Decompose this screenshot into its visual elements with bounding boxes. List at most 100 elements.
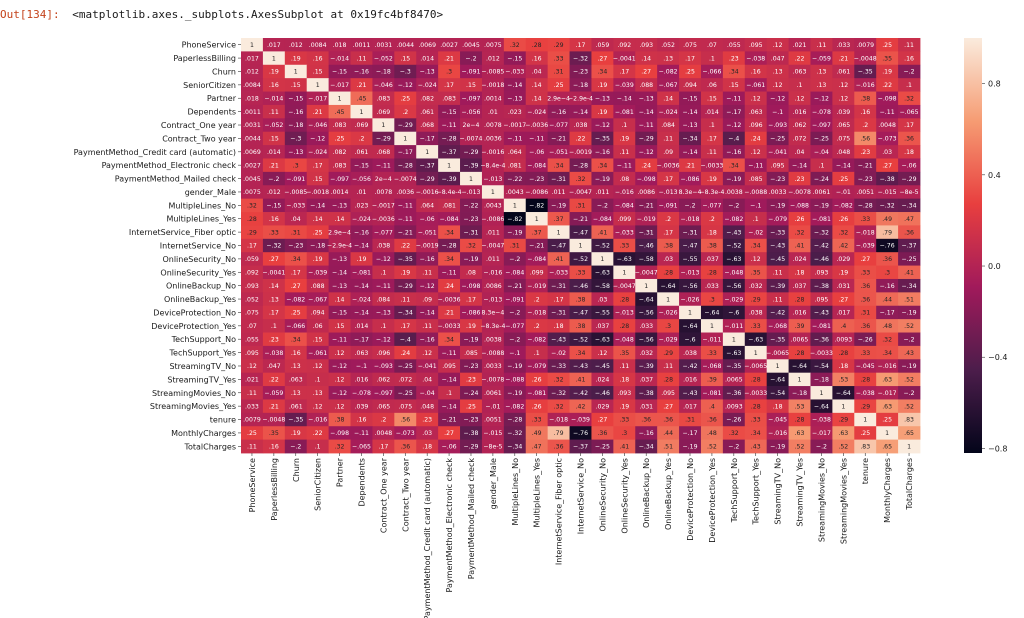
heatmap-cell: [679, 78, 702, 92]
cell-annotation: −.34: [683, 136, 698, 143]
heatmap-cell: [438, 412, 461, 427]
cell-annotation: −.52: [573, 256, 588, 263]
heatmap-cell: [591, 145, 614, 159]
heatmap-cell: [876, 412, 899, 427]
heatmap-cell: [898, 185, 921, 200]
cell-annotation: −.64: [792, 363, 807, 370]
heatmap-cell: [460, 345, 483, 360]
cell-annotation: .048: [420, 403, 434, 410]
cell-annotation: .033: [245, 403, 259, 410]
cell-annotation: .065: [376, 403, 390, 410]
cell-annotation: −.038: [264, 350, 283, 357]
row-label: PaymentMethod_Electronic check: [102, 161, 237, 170]
heatmap-cell: [832, 64, 855, 79]
heatmap-cell: [832, 252, 855, 266]
cell-annotation: −.29: [463, 149, 478, 156]
cell-annotation: .052: [245, 296, 259, 303]
row-label: MonthlyCharges: [171, 429, 236, 438]
row-label: DeviceProtection_Yes: [151, 322, 236, 331]
heatmap-cell: [591, 51, 614, 66]
row-label: InternetService_Fiber optic: [129, 228, 236, 237]
heatmap-cell: [416, 51, 439, 66]
cell-annotation: .27: [597, 55, 607, 62]
heatmap-cell: [372, 332, 395, 347]
heatmap-cell: [744, 78, 768, 92]
heatmap-cell: [416, 91, 439, 106]
heatmap-cell: [876, 158, 899, 173]
cell-annotation: .075: [836, 136, 850, 143]
cell-annotation: .055: [727, 42, 741, 49]
cell-annotation: .0065: [791, 336, 809, 343]
cell-annotation: −.01: [485, 403, 500, 410]
cell-annotation: .011: [596, 189, 610, 196]
cell-annotation: −8e-5: [899, 189, 918, 196]
heatmap-cell: [481, 372, 505, 387]
heatmap-cell: [547, 51, 570, 66]
cell-annotation: .085: [749, 176, 763, 183]
heatmap-cell: [744, 345, 768, 360]
heatmap-cell: [306, 212, 330, 226]
heatmap-cell: [635, 185, 658, 200]
heatmap-cell: [657, 104, 680, 119]
cell-annotation: .038: [683, 350, 697, 357]
cell-annotation: .17: [663, 229, 673, 236]
heatmap-cell: [350, 332, 373, 347]
heatmap-cell: [766, 145, 789, 159]
heatmap-cell: [700, 78, 724, 92]
cell-annotation: .36: [597, 430, 607, 437]
cell-annotation: −.11: [442, 269, 457, 276]
cell-annotation: −.28: [442, 243, 457, 250]
cell-annotation: −.23: [858, 176, 873, 183]
cell-annotation: −.081: [527, 390, 546, 397]
heatmap-cell: [525, 212, 549, 226]
heatmap-cell: [810, 38, 833, 52]
heatmap-cell: [766, 225, 789, 240]
heatmap-cell: [898, 118, 921, 133]
heatmap-cell: [832, 198, 855, 213]
cell-annotation: −.06: [420, 216, 435, 223]
heatmap-cell: [503, 78, 527, 92]
heatmap-cell: [898, 225, 921, 240]
heatmap-cell: [569, 278, 592, 293]
heatmap-cell: [898, 238, 921, 253]
cell-annotation: −.059: [812, 55, 831, 62]
cell-annotation: 2.9e−4: [547, 95, 570, 102]
heatmap-cell: [679, 386, 702, 400]
heatmap-cell: [350, 225, 373, 240]
cell-annotation: −.47: [551, 243, 566, 250]
cell-annotation: −.12: [420, 283, 435, 290]
heatmap-cell: [613, 332, 636, 347]
cell-annotation: −.19: [902, 310, 917, 317]
heatmap-cell: [503, 185, 527, 200]
cell-annotation: .021: [793, 42, 807, 49]
cell-annotation: .33: [619, 417, 629, 424]
heatmap-cell: [328, 38, 351, 52]
cell-annotation: −.039: [308, 269, 327, 276]
cell-annotation: .1: [753, 216, 759, 223]
cell-annotation: .1: [380, 323, 386, 330]
cell-annotation: −.0078: [481, 377, 504, 384]
cell-annotation: −.19: [814, 203, 829, 210]
heatmap-cell: [503, 372, 527, 387]
cell-annotation: −.17: [726, 109, 741, 116]
cell-annotation: −.39: [442, 176, 457, 183]
cell-annotation: −.0017: [372, 203, 395, 210]
heatmap-cell: [503, 292, 527, 307]
heatmap-cell: [635, 104, 658, 119]
heatmap-cell: [284, 319, 308, 333]
heatmap-cell: [635, 305, 658, 320]
heatmap-cell: [876, 38, 899, 52]
heatmap-cell: [613, 386, 636, 400]
cell-annotation: .12: [751, 149, 761, 156]
heatmap-cell: [679, 38, 702, 52]
cell-annotation: −.16: [880, 283, 895, 290]
cell-annotation: .017: [245, 55, 259, 62]
heatmap-cell: [898, 292, 921, 307]
heatmap-cell: [766, 185, 789, 200]
column-label: InternetService_Fiber optic: [555, 458, 564, 565]
heatmap-cell: [241, 198, 264, 213]
heatmap-cell: [832, 185, 855, 200]
heatmap-cell: [241, 399, 264, 414]
heatmap-cell: [284, 426, 308, 441]
heatmap-cell: [547, 225, 570, 240]
